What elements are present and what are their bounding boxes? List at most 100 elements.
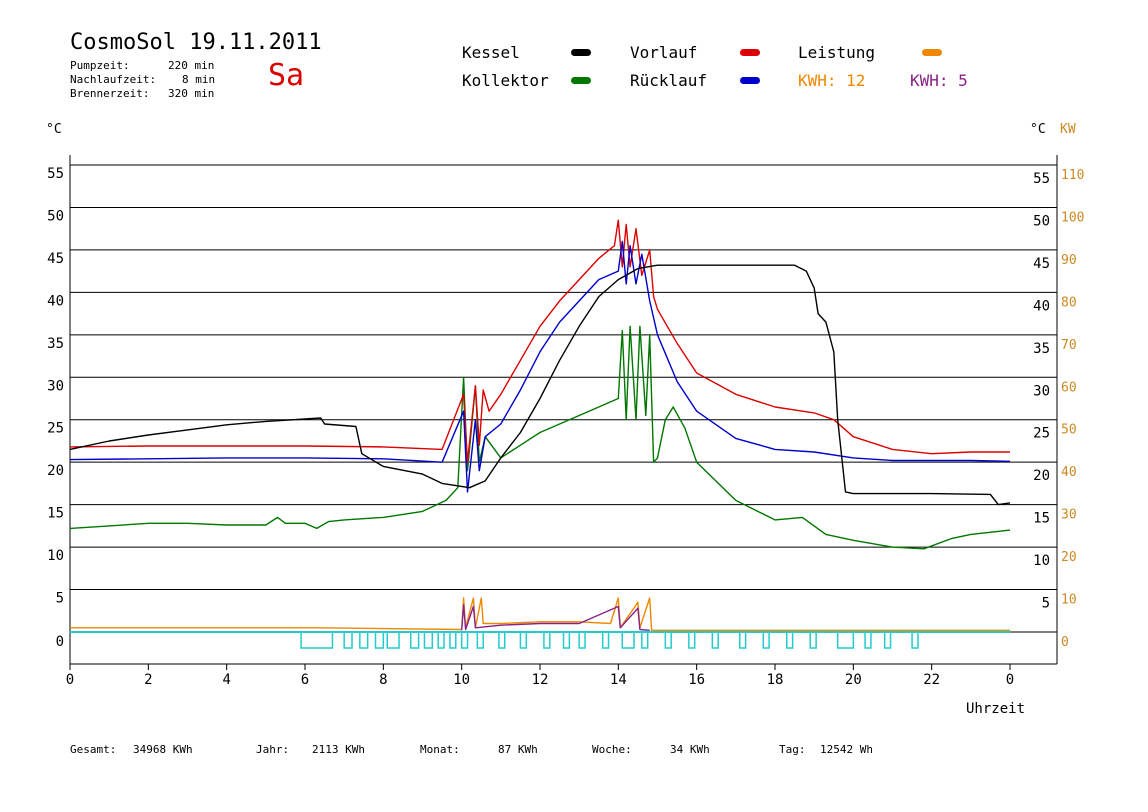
pumpzeit-value: 220 min (168, 59, 215, 72)
axes (69, 155, 1058, 670)
y-tick-label-right-c: 30 (1033, 383, 1050, 399)
pump-pulse (300, 631, 334, 649)
y-tick-label-left: 35 (47, 336, 64, 352)
y-tick-label-right-c: 10 (1033, 553, 1050, 569)
series-line-kessel (69, 264, 1011, 506)
y-tick-label-right-kw: 10 (1061, 593, 1077, 608)
legend-kollektor-swatch (571, 77, 591, 84)
x-tick-label: 4 (222, 672, 230, 688)
y-tick-label-right-c: 50 (1033, 213, 1050, 229)
pump-pulse (601, 631, 610, 649)
pump-pulse (809, 631, 817, 649)
series-line-kollektor (69, 325, 1011, 550)
pump-pulse (519, 631, 528, 649)
legend-kollektor-label: Kollektor (462, 71, 549, 90)
y-tick-label-left: 25 (47, 421, 64, 437)
pump-pulse (911, 631, 919, 649)
legend-kessel-label: Kessel (462, 43, 520, 62)
y-tick-label-right-c: 15 (1033, 511, 1050, 527)
y-tick-label-right-kw: 60 (1061, 380, 1077, 395)
legend-leistung-swatch (922, 49, 942, 56)
x-tick-label: 16 (688, 672, 705, 688)
footer-woche-label: Woche: (592, 743, 632, 756)
y-tick-label-right-kw: 30 (1061, 508, 1077, 523)
brennerzeit-value: 320 min (168, 87, 215, 100)
footer-jahr-label: Jahr: (256, 743, 290, 756)
y-tick-label-left: 45 (47, 251, 64, 267)
pump-pulse (762, 631, 770, 649)
y-tick-label-right-kw: 70 (1061, 338, 1077, 353)
footer-monat-value: 87 KWh (498, 743, 538, 756)
footer-gesamt-value: 34968 KWh (133, 743, 193, 756)
series-line-leistung (70, 597, 1010, 631)
pump-pulse (562, 631, 571, 649)
footer-tag-label: Tag: (779, 743, 806, 756)
y-tick-label-right-c: 5 (1042, 596, 1050, 612)
legend-kessel-swatch (571, 49, 591, 56)
pump-indicator (70, 631, 1010, 649)
legend-kwh-purple: KWH: 5 (910, 71, 968, 90)
pump-pulse (739, 631, 747, 649)
weekday-label: Sa (268, 58, 305, 93)
x-tick-label: 6 (301, 672, 309, 688)
y-tick-label-left: 40 (47, 293, 64, 309)
grid-lines (70, 164, 1057, 633)
y-tick-label-right-kw: 20 (1061, 550, 1077, 565)
y-tick-label-right-kw: 40 (1061, 465, 1077, 480)
pump-pulse (374, 631, 385, 649)
x-tick-label: 14 (610, 672, 627, 688)
right-axis-unit-kw: KW (1060, 122, 1076, 137)
nachlaufzeit-value: 8 min (182, 73, 216, 86)
y-tick-label-right-kw: 110 (1061, 168, 1084, 183)
left-axis-unit: °C (46, 122, 62, 137)
y-tick-label-left: 0 (56, 634, 64, 650)
y-tick-label-left: 55 (47, 166, 64, 182)
pump-pulse (864, 631, 872, 649)
footer-woche-value: 34 KWh (670, 743, 710, 756)
series-line-leistung-2 (461, 604, 650, 631)
y-tick-label-right-c: 45 (1033, 256, 1050, 272)
pump-pulse (359, 631, 369, 649)
y-tick-label-right-kw: 80 (1061, 295, 1077, 310)
x-tick-label: 22 (923, 672, 940, 688)
footer-gesamt-label: Gesamt: (70, 743, 117, 756)
pump-pulse (543, 631, 551, 649)
pump-pulse (621, 631, 635, 649)
chart-title: CosmoSol 19.11.2011 (70, 30, 322, 55)
footer-tag-value: 12542 Wh (820, 743, 873, 756)
y-tick-label-right-kw: 0 (1061, 635, 1069, 650)
pump-pulse (688, 631, 696, 649)
y-tick-label-left: 30 (47, 378, 64, 394)
pump-pulse (410, 631, 420, 649)
pump-pulse (498, 631, 506, 649)
y-tick-label-right-c: 55 (1033, 171, 1050, 187)
y-tick-label-right-c: 25 (1033, 426, 1050, 442)
x-tick-label: 20 (845, 672, 862, 688)
x-tick-label: 2 (144, 672, 152, 688)
right-axis-unit-c: °C (1030, 122, 1046, 137)
tick-labels: 0 2 4 6 8 10 12 14 16 18 20 22 005101520253035404550… (47, 166, 1084, 688)
pump-pulse (476, 631, 484, 649)
pump-pulse (423, 631, 434, 649)
series-line-r-cklauf (69, 240, 1011, 493)
pump-pulse (460, 631, 469, 649)
pump-pulse (883, 631, 892, 649)
y-tick-label-right-kw: 50 (1061, 423, 1077, 438)
x-tick-label: 12 (532, 672, 549, 688)
pump-pulse (836, 631, 855, 649)
pumpzeit-label: Pumpzeit: (70, 59, 130, 72)
legend-kwh-orange: KWH: 12 (798, 71, 866, 90)
brennerzeit-label: Brennerzeit: (70, 87, 150, 100)
pump-pulse (343, 631, 353, 649)
pump-pulse (641, 631, 649, 649)
pump-pulse (578, 631, 586, 649)
legend-vorlauf-swatch (740, 49, 760, 56)
legend-leistung-label: Leistung (798, 43, 876, 62)
x-tick-label: 0 (1006, 672, 1014, 688)
series-lines (69, 219, 1011, 631)
y-tick-label-right-c: 20 (1033, 468, 1050, 484)
x-tick-label: 10 (453, 672, 470, 688)
y-tick-label-left: 20 (47, 463, 64, 479)
pump-pulse (386, 631, 400, 649)
y-tick-label-left: 10 (47, 548, 64, 564)
